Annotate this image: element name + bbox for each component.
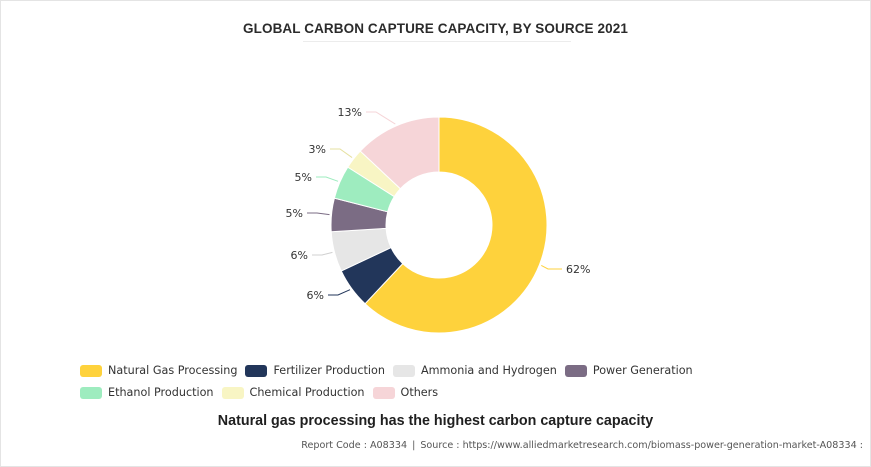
title-underline (303, 41, 571, 42)
data-label-others: 13% (338, 106, 362, 119)
legend-label-ethanol-production: Ethanol Production (108, 386, 214, 399)
legend-label-ammonia-and-hydrogen: Ammonia and Hydrogen (420, 364, 557, 377)
callout-line-natural-gas-processing (541, 265, 562, 270)
data-label-power-generation: 5% (286, 207, 303, 220)
callout-line-power-generation (307, 212, 330, 216)
chart-title: GLOBAL CARBON CAPTURE CAPACITY, BY SOURC… (243, 21, 628, 36)
chart-caption: Natural gas processing has the highest c… (217, 413, 654, 429)
callout-line-ammonia-and-hydrogen (312, 251, 333, 256)
callout-line-ethanol-production (316, 176, 339, 182)
report-code: Report Code : A08334 (301, 440, 408, 451)
legend-swatch-fertilizer-production (245, 364, 268, 377)
data-label-ammonia-and-hydrogen: 6% (291, 249, 308, 262)
source-link[interactable]: Source : https://www.alliedmarketresearc… (420, 440, 863, 451)
chart-legend: Natural Gas Processing Fertilizer Product… (80, 362, 820, 406)
legend-item-others[interactable]: Others (372, 384, 439, 401)
callout-line-others (366, 111, 396, 125)
legend-label-fertilizer-production: Fertilizer Production (273, 364, 385, 377)
legend-swatch-power-generation (564, 364, 587, 377)
legend-item-chemical-production[interactable]: Chemical Production (221, 384, 365, 401)
legend-swatch-natural-gas-processing (80, 364, 102, 377)
footer-separator: | (412, 440, 416, 451)
legend-swatch-ethanol-production (80, 386, 102, 399)
data-label-ethanol-production: 5% (295, 171, 312, 184)
slice-others[interactable] (359, 116, 440, 190)
donut-chart: 62% 6% 6% 5% 5% 3% 13% (286, 106, 590, 334)
legend-item-ethanol-production[interactable]: Ethanol Production (80, 384, 214, 401)
legend-swatch-others (372, 386, 395, 399)
legend-label-chemical-production: Chemical Production (249, 386, 365, 399)
data-label-fertilizer-production: 6% (307, 289, 324, 302)
callout-line-fertilizer-production (328, 289, 351, 296)
legend-label-natural-gas-processing: Natural Gas Processing (108, 364, 238, 377)
data-label-chemical-production: 3% (309, 143, 326, 156)
legend-item-fertilizer-production[interactable]: Fertilizer Production (245, 362, 385, 379)
legend-label-others: Others (400, 386, 439, 399)
legend-label-power-generation: Power Generation (592, 364, 693, 377)
callout-line-chemical-production (330, 148, 353, 158)
source-footer: Report Code : A08334 | Source : https://ww… (301, 440, 863, 451)
legend-item-natural-gas-processing[interactable]: Natural Gas Processing (80, 362, 237, 379)
legend-item-power-generation[interactable]: Power Generation (564, 362, 693, 379)
legend-swatch-ammonia-and-hydrogen (392, 364, 415, 377)
legend-item-ammonia-and-hydrogen[interactable]: Ammonia and Hydrogen (392, 362, 557, 379)
data-label-natural-gas-processing: 62% (566, 263, 590, 276)
legend-swatch-chemical-production (221, 386, 244, 399)
slice-natural-gas-processing[interactable] (364, 116, 548, 334)
